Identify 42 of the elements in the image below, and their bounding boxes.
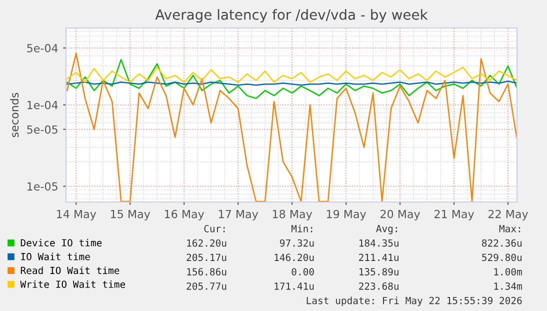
text: 1.00m bbox=[494, 268, 522, 276]
text: 0.00 bbox=[292, 268, 314, 276]
line-series bbox=[66, 66, 517, 83]
x-tick-label: 18 May bbox=[272, 210, 312, 220]
y-tick-label: 1e-04 bbox=[28, 100, 58, 110]
text: Min: bbox=[292, 224, 312, 232]
x-tick-label: 16 May bbox=[164, 210, 204, 220]
text: 171.41u bbox=[274, 282, 314, 290]
text: 156.86u bbox=[187, 268, 226, 276]
legend-label: Write IO Wait time bbox=[20, 280, 126, 288]
x-tick-label: 17 May bbox=[218, 210, 258, 220]
x-tick-label: 15 May bbox=[111, 210, 150, 220]
legend-label: Read IO Wait time bbox=[20, 266, 120, 274]
text: Last update: Fri May 22 15:55:39 2026 bbox=[306, 296, 522, 306]
text: 135.89u bbox=[360, 268, 398, 276]
chart-title: Average latency for /dev/vda - by week bbox=[155, 9, 428, 23]
legend-label: Device IO time bbox=[20, 238, 102, 246]
y-tick-label: 5e-04 bbox=[27, 44, 58, 52]
text: 211.41u bbox=[359, 254, 398, 262]
text: 97.32u bbox=[280, 239, 314, 247]
x-tick-label: 20 May bbox=[380, 210, 420, 220]
text: Max: bbox=[499, 225, 520, 232]
x-tick-label: 14 May bbox=[57, 210, 96, 220]
text: 146.20u bbox=[274, 254, 314, 262]
y-tick-label: 1e-05 bbox=[28, 182, 58, 191]
text: 162.20u bbox=[187, 239, 226, 247]
text: 1.34m bbox=[494, 282, 522, 290]
text: 184.35u bbox=[360, 239, 398, 247]
text: 205.77u bbox=[186, 282, 226, 290]
x-tick-label: 22 May bbox=[488, 210, 528, 220]
text: 223.68u bbox=[359, 282, 398, 290]
x-tick-label: 19 May bbox=[326, 210, 366, 220]
text: 822.36u bbox=[482, 239, 522, 247]
x-tick-label: 21 May bbox=[434, 210, 474, 220]
line-series bbox=[66, 58, 517, 100]
legend-label: IO Wait time bbox=[21, 252, 90, 260]
text: 529.80u bbox=[482, 254, 522, 262]
text: Cur: bbox=[204, 224, 225, 232]
y-tick-label: 5e-05 bbox=[27, 125, 58, 134]
text: Avg: bbox=[376, 225, 397, 234]
text: 205.17u bbox=[186, 254, 226, 262]
y-axis-title: seconds bbox=[10, 92, 19, 138]
